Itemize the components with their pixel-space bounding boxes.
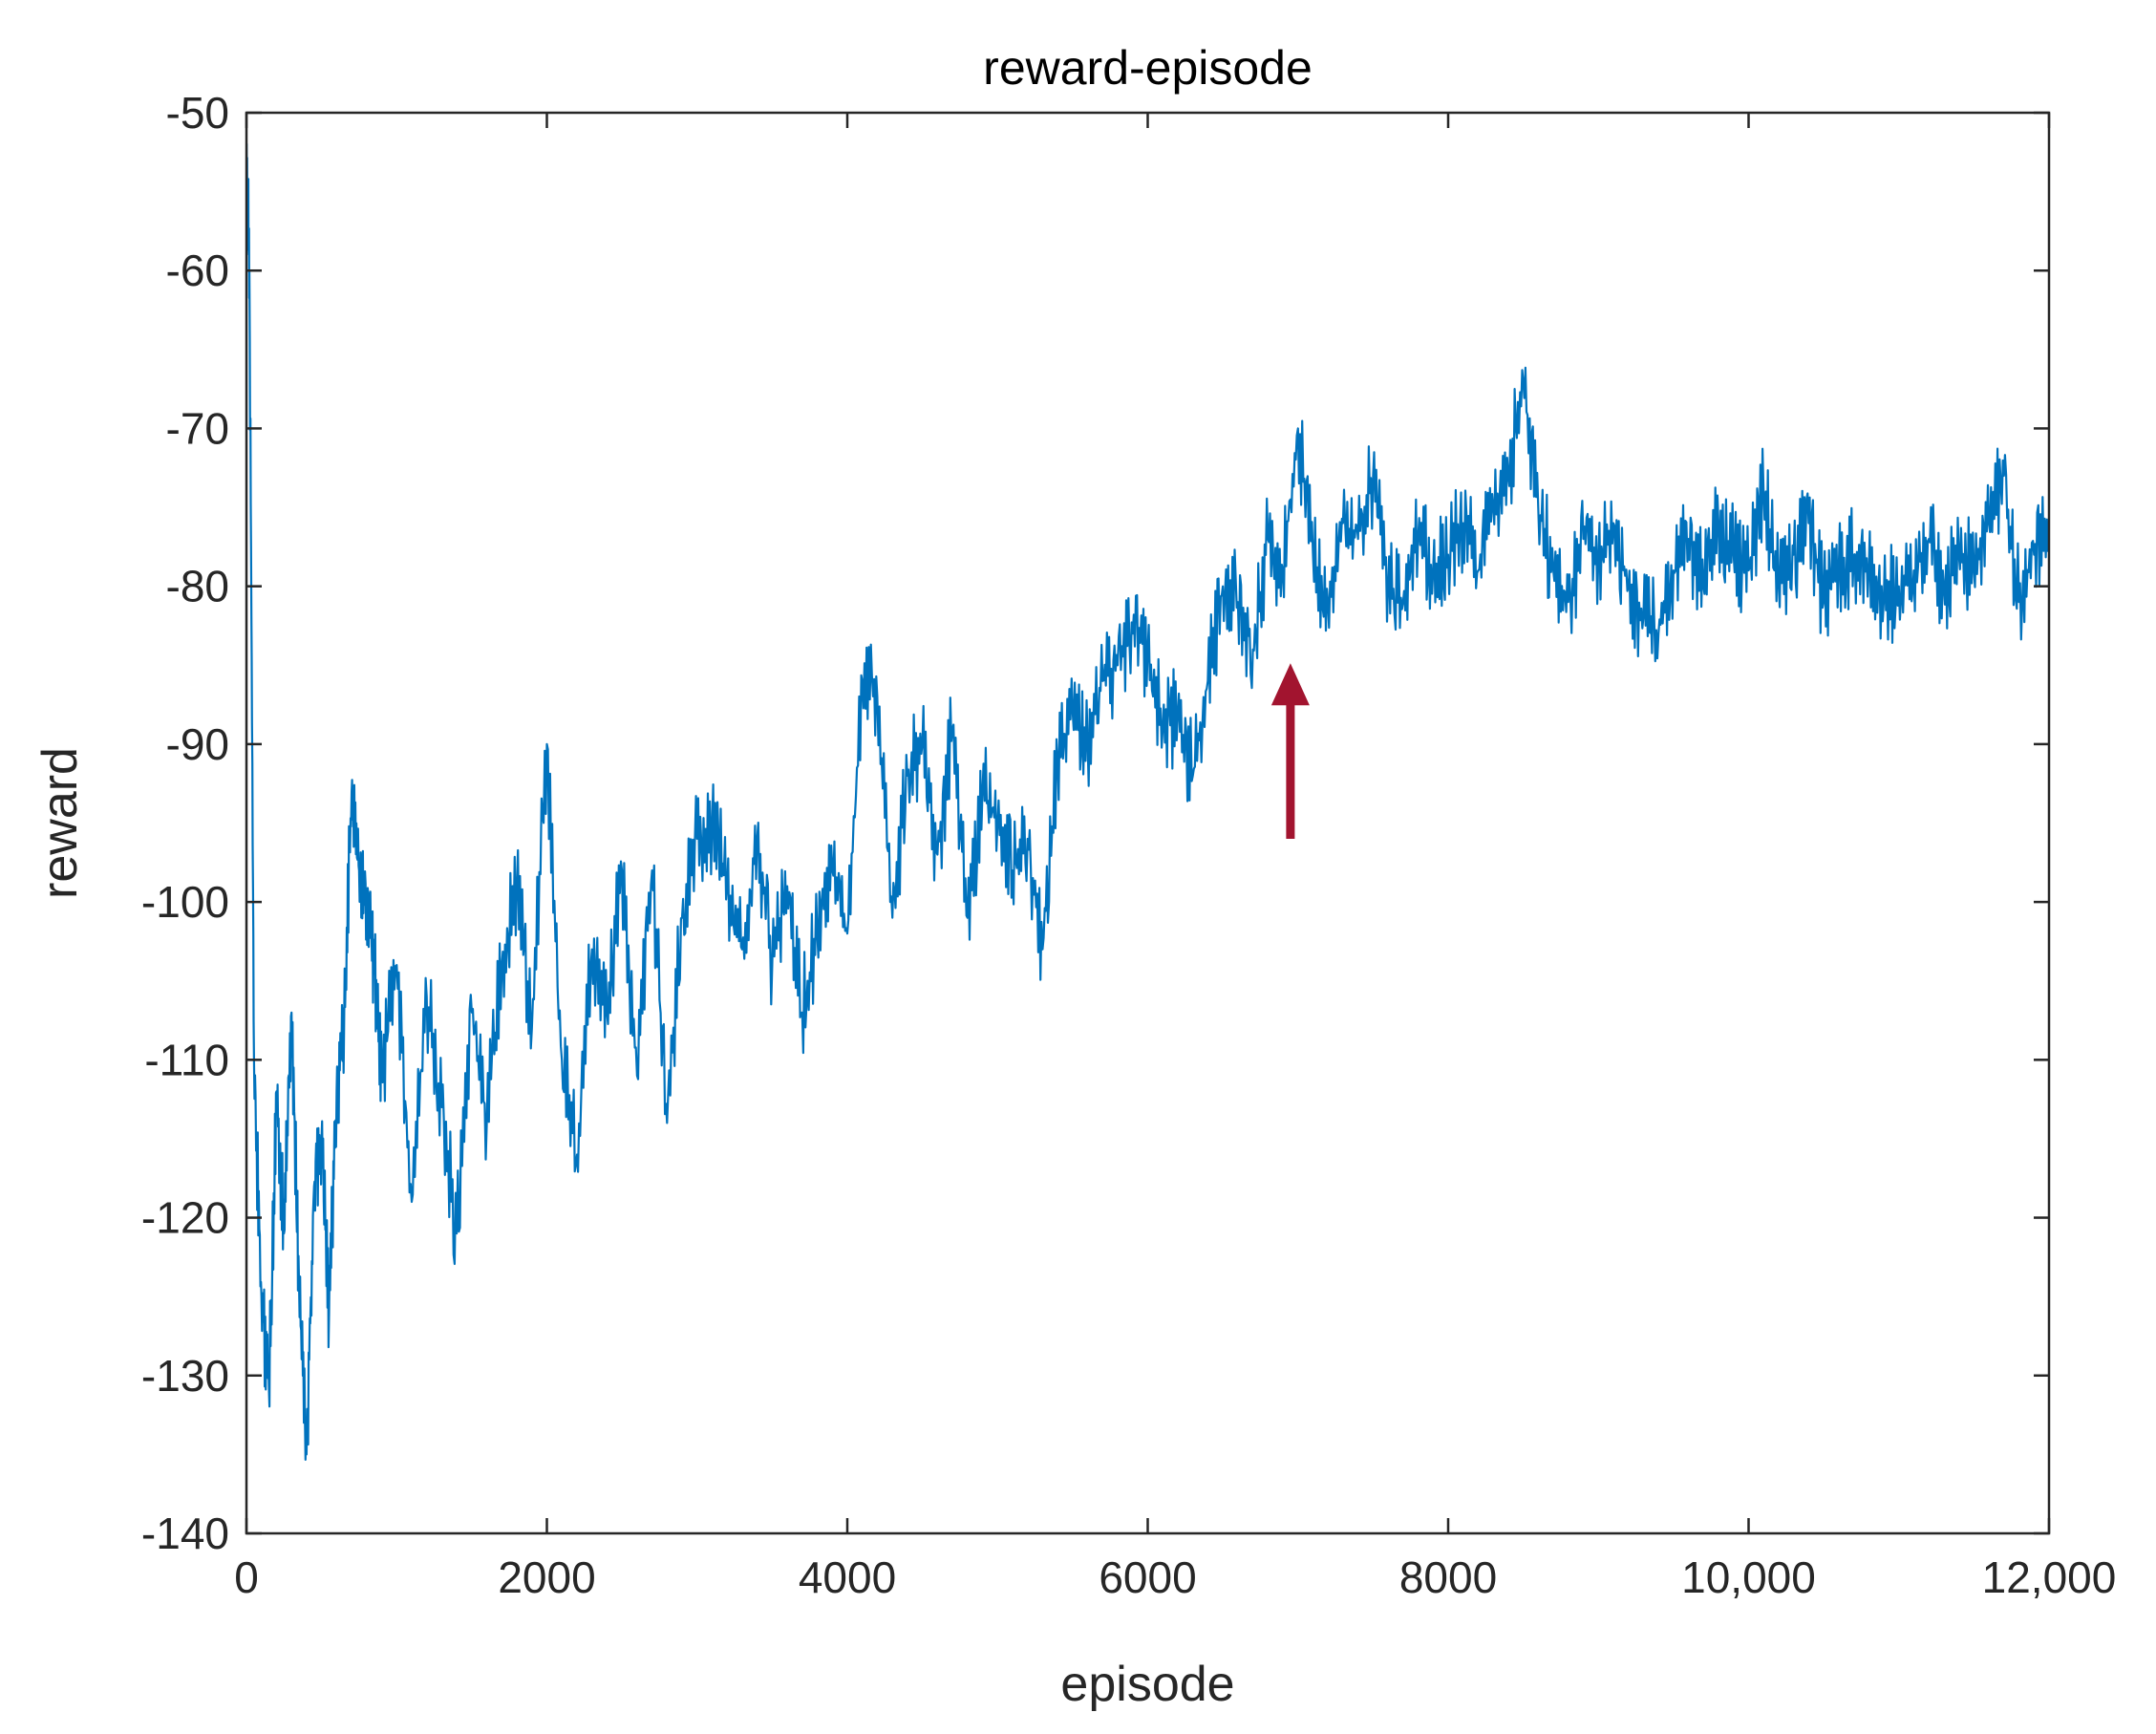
chart-title: reward-episode — [983, 41, 1313, 95]
annotation-arrow — [1270, 663, 1310, 840]
x-tick-label: 12,000 — [1982, 1552, 2117, 1602]
y-tick-label: -130 — [141, 1351, 229, 1401]
y-tick-label: -80 — [166, 562, 229, 611]
y-tick-label: -50 — [166, 88, 229, 138]
y-tick-label: -70 — [166, 403, 229, 453]
series-line — [245, 142, 2051, 1462]
y-axis: -140 -130 -120 -110 -100 -90 -80 -70 -60 -50 — [141, 88, 2049, 1558]
x-tick-label: 10,000 — [1681, 1552, 1816, 1602]
x-tick-label: 4000 — [799, 1552, 896, 1602]
y-tick-label: -120 — [141, 1193, 229, 1243]
y-axis-label: reward — [32, 747, 88, 899]
y-tick-label: -90 — [166, 719, 229, 769]
annotation-layer — [1270, 663, 1310, 840]
y-tick-label: -110 — [144, 1035, 229, 1084]
y-tick-label: -100 — [141, 877, 229, 927]
x-axis-label: episode — [1060, 1657, 1234, 1712]
x-tick-label: 6000 — [1099, 1552, 1196, 1602]
y-tick-label: -140 — [141, 1509, 229, 1558]
x-tick-label: 2000 — [498, 1552, 595, 1602]
x-tick-label: 0 — [234, 1552, 259, 1602]
series-layer — [245, 142, 2051, 1462]
x-axis: 0 2000 4000 6000 8000 10,000 12,000 — [234, 113, 2116, 1602]
y-tick-label: -60 — [166, 246, 229, 295]
x-tick-label: 8000 — [1399, 1552, 1497, 1602]
plot-frame — [245, 111, 2051, 1535]
